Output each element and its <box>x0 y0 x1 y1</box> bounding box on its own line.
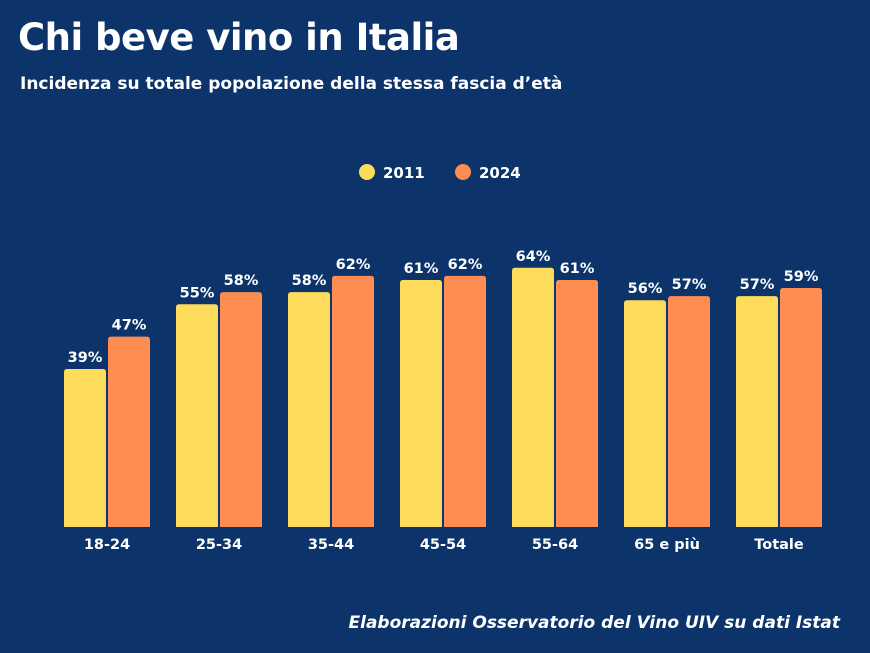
bar-2011-55-64 <box>512 267 554 527</box>
data-label: 55% <box>180 285 215 301</box>
bar-2011-65 e più <box>624 300 666 527</box>
data-label: 58% <box>292 273 327 289</box>
legend-marker-2011 <box>359 164 375 180</box>
data-label: 62% <box>448 257 483 273</box>
bar-2024-25-34 <box>220 292 262 527</box>
bar-2024-45-54 <box>444 275 486 527</box>
data-label: 62% <box>336 257 371 273</box>
bar-2011-45-54 <box>400 279 442 527</box>
chart-title: Chi beve vino in Italia <box>18 16 460 59</box>
legend-marker-2024 <box>455 164 471 180</box>
bar-2024-35-44 <box>332 275 374 527</box>
chart-subtitle: Incidenza su totale popolazione della st… <box>20 74 563 94</box>
data-label: 39% <box>68 350 103 366</box>
bar-2024-18-24 <box>108 336 150 527</box>
data-label: 64% <box>516 249 551 265</box>
data-label: 47% <box>112 318 147 334</box>
x-tick-label: 25-34 <box>196 537 242 553</box>
source-note: Elaborazioni Osservatorio del Vino UIV s… <box>348 613 841 633</box>
bar-2024-55-64 <box>556 279 598 527</box>
bar-2011-18-24 <box>64 369 106 527</box>
bar-2024-65 e più <box>668 296 710 527</box>
bar-2024-Totale <box>780 288 822 527</box>
x-tick-label: 65 e più <box>634 537 700 553</box>
data-label: 61% <box>404 261 439 277</box>
legend-label-2011: 2011 <box>383 164 425 182</box>
bar-2011-35-44 <box>288 292 330 527</box>
data-label: 57% <box>740 277 775 293</box>
bar-2011-25-34 <box>176 304 218 527</box>
data-label: 59% <box>784 269 819 285</box>
data-label: 57% <box>672 277 707 293</box>
x-tick-label: 18-24 <box>84 537 130 553</box>
bar-2011-Totale <box>736 296 778 527</box>
x-tick-label: Totale <box>754 537 804 553</box>
x-tick-label: 45-54 <box>420 537 466 553</box>
x-tick-label: 35-44 <box>308 537 354 553</box>
legend-label-2024: 2024 <box>479 164 521 182</box>
x-tick-label: 55-64 <box>532 537 578 553</box>
data-label: 58% <box>224 273 259 289</box>
data-label: 56% <box>628 281 663 297</box>
data-label: 61% <box>560 261 595 277</box>
